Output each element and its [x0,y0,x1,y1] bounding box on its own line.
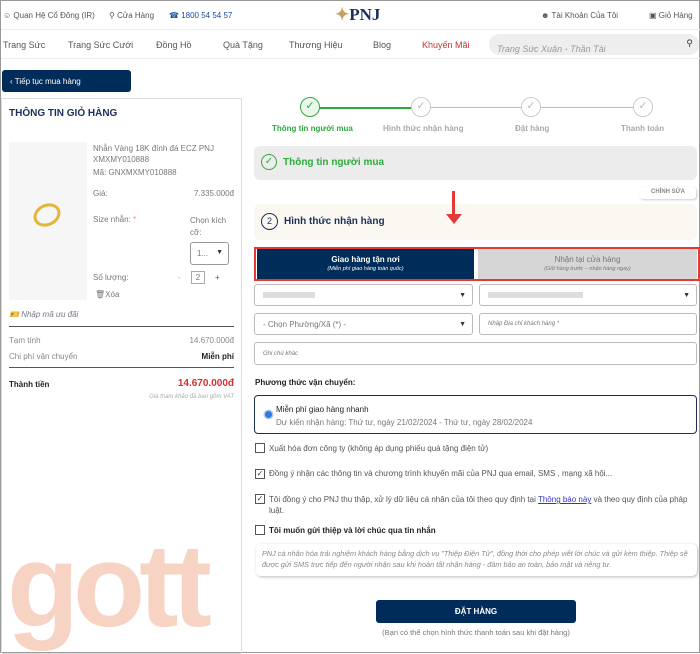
total-amount: 14.670.000đ [177,378,234,389]
product-code: Mã: GNXMXMY010888 [93,168,177,177]
ring-icon [29,199,65,231]
investor-link[interactable]: ☺ Quan Hệ Cổ Đông (IR) [3,11,95,20]
pnj-logo[interactable]: ✦PNJ [335,5,381,24]
note-input[interactable]: Ghi chú khác [254,342,697,365]
tab-store-pickup[interactable]: Nhận tại cửa hàng (Giữ hàng trước – nhận… [478,247,697,279]
nav-item[interactable]: Trang Sức Cưới [68,40,134,50]
product-image[interactable] [9,142,87,300]
edit-button[interactable]: CHỈNH SỬA [640,187,696,199]
step-label: Thông tin người mua [272,124,353,133]
coupon-icon: 🎫 [9,310,19,319]
bag-icon: ▣ [649,11,657,20]
coupon-link[interactable]: 🎫 Nhập mã ưu đãi [9,310,79,319]
nav-item[interactable]: Quà Tặng [223,40,263,50]
subtotal: 14.670.000đ [189,336,235,345]
product-name[interactable]: Nhẫn Vàng 18K đính đá ECZ PNJ XMXMY01088… [93,144,214,164]
step-2-check-icon: ✓ [411,97,431,117]
privacy-notice-link[interactable]: Thông báo này [537,495,592,504]
step-label: Hình thức nhận hàng [383,124,464,133]
district-select[interactable]: ▼ [479,284,697,306]
cart-link[interactable]: ▣ Giỏ Hàng [649,11,693,20]
highlight-annotation [254,247,700,281]
place-order-button[interactable]: ĐẶT HÀNG [376,600,576,623]
search-icon[interactable]: ⚲ [686,38,693,48]
continue-shopping-button[interactable]: ‹ Tiếp tục mua hàng [2,70,131,92]
tab-home-delivery[interactable]: Giao hàng tận nơi (Miễn phí giao hàng to… [257,247,474,279]
qty-input[interactable]: 2 [191,271,205,284]
step-3-check-icon: ✓ [521,97,541,117]
main-nav: Trang Sức Trang Sức Cưới Đồng Hồ Quà Tặn… [1,29,700,59]
qty-decrease-button[interactable]: - [178,273,181,282]
check-icon: ✓ [261,154,277,170]
nav-item[interactable]: Thương Hiệu [289,40,343,50]
location-icon: ⚲ [109,11,115,20]
red-arrow-annotation [452,191,455,216]
people-icon: ☺ [3,11,12,20]
watermark-logo: gott [7,520,212,652]
cart-panel: THÔNG TIN GIỎ HÀNG Nhẫn Vàng 18K đính đá… [1,98,242,654]
radio-selected [265,411,272,418]
ward-select[interactable]: - Chọn Phường/Xã (*) - ▼ [254,313,473,335]
nav-item[interactable]: Blog [373,40,392,50]
invoice-checkbox[interactable] [255,443,265,453]
shipping-fee: Miễn phí [201,352,234,361]
card-note: PNJ cá nhân hóa trải nghiệm khách hàng b… [256,544,697,576]
user-icon: ☻ [541,11,550,20]
account-link[interactable]: ☻ Tài Khoản Của Tôi [541,11,619,20]
step-1-check-icon: ✓ [300,97,320,117]
promo-checkbox[interactable]: ✓ [255,469,265,479]
buyer-info-section[interactable]: ✓ Thông tin người mua [254,146,697,180]
privacy-checkbox[interactable]: ✓ [255,494,265,504]
trash-icon: 🗑 [95,290,106,299]
search-input[interactable]: Trang Sức Xuân - Thần Tài ⚲ [489,34,699,55]
hotline-link[interactable]: ☎ 1800 54 54 57 [169,11,233,20]
province-select[interactable]: ▼ [254,284,473,306]
qty-increase-button[interactable]: + [215,273,220,282]
shipping-option[interactable]: Miễn phí giao hàng nhanh Dự kiến nhận hà… [254,395,697,434]
nav-item-promo[interactable]: Khuyến Mãi [422,40,470,50]
size-select[interactable]: 1... ▼ [190,242,229,265]
step-4-check-icon: ✓ [633,97,653,117]
nav-item[interactable]: Đồng Hồ [156,40,192,50]
cart-title: THÔNG TIN GIỎ HÀNG [9,108,118,119]
product-price: 7.335.000đ [193,189,234,198]
nav-item[interactable]: Trang Sức [3,40,46,50]
phone-icon: ☎ [169,11,179,20]
address-input[interactable]: Nhập Địa chỉ khách hàng * [479,313,697,335]
delete-button[interactable]: 🗑Xóa [95,290,120,299]
delivery-method-section: 2 Hình thức nhận hàng [254,204,697,240]
top-bar: ☺ Quan Hệ Cổ Đông (IR) ⚲ Cửa Hàng ☎ 1800… [1,1,700,29]
step-label: Thanh toán [621,124,665,133]
greeting-card-checkbox[interactable] [255,525,265,535]
step-label: Đặt hàng [515,124,550,133]
stores-link[interactable]: ⚲ Cửa Hàng [109,11,155,20]
